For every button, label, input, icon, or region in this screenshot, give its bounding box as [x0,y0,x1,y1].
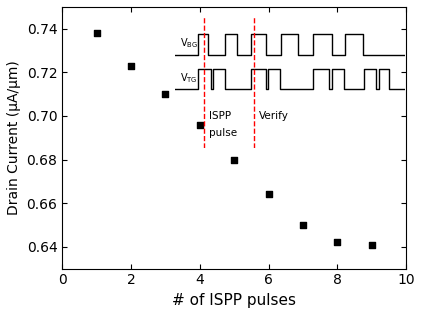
Point [334,240,341,245]
Point [128,63,135,68]
X-axis label: # of ISPP pulses: # of ISPP pulses [172,293,296,308]
Point [231,157,238,162]
Point [197,122,203,127]
Point [93,31,100,36]
Text: ISPP: ISPP [209,111,231,121]
Text: pulse: pulse [209,128,237,138]
Point [368,242,375,247]
Point [162,92,169,97]
Point [300,222,306,227]
Point [265,192,272,197]
Y-axis label: Drain Current (μA/μm): Drain Current (μA/μm) [7,60,21,215]
Text: Verify: Verify [259,111,289,121]
Text: V$_{\mathsf{TG}}$: V$_{\mathsf{TG}}$ [180,71,197,85]
Text: V$_{\mathsf{BG}}$: V$_{\mathsf{BG}}$ [180,37,198,50]
